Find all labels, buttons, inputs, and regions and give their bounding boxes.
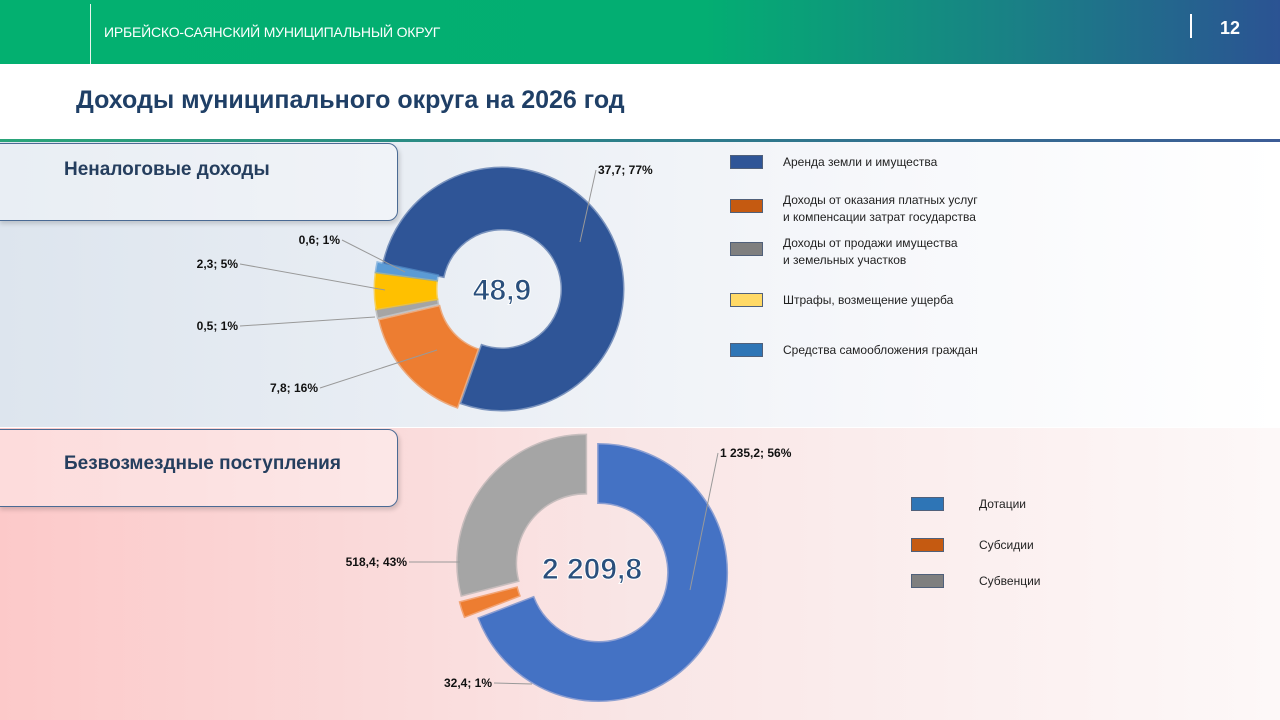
leader-line [319, 349, 438, 389]
leader-line [579, 169, 597, 243]
donut-slice [477, 443, 729, 702]
org-name: ИРБЕЙСКО-САЯНСКИЙ МУНИЦИПАЛЬНЫЙ ОКРУГ [104, 24, 441, 40]
data-label: 37,7; 77% [598, 163, 653, 177]
center-total: 2 209,8 [542, 553, 642, 586]
center-total: 48,9 [473, 274, 531, 307]
legend-swatch [730, 155, 763, 169]
grants-title: Безвозмездные поступления [64, 453, 341, 474]
header-bar: ИРБЕЙСКО-САЯНСКИЙ МУНИЦИПАЛЬНЫЙ ОКРУГ 12 [0, 0, 1280, 64]
donut-slice [456, 433, 588, 597]
legend-swatch [911, 497, 944, 511]
page-title: Доходы муниципального округа на 2026 год [76, 86, 625, 114]
nontax-title-box [0, 143, 398, 221]
legend-label: Дотации [979, 497, 1026, 511]
leader-line [689, 452, 719, 591]
donut-slice [374, 261, 440, 282]
legend-swatch [730, 343, 763, 357]
legend-label: Аренда земли и имущества [783, 155, 938, 169]
legend-swatch [730, 242, 763, 256]
nontax-title: Неналоговые доходы [64, 159, 270, 180]
legend-label: Субсидии [979, 538, 1034, 552]
leader-line [341, 239, 406, 273]
data-label: 0,5; 1% [197, 319, 239, 333]
donut-slice [377, 304, 480, 409]
leader-line [493, 682, 533, 685]
donut-slice [381, 166, 625, 412]
data-label: 2,3; 5% [197, 257, 239, 271]
donut-slice [458, 586, 521, 619]
leader-line [239, 263, 386, 291]
data-label: 7,8; 16% [270, 381, 318, 395]
header-divider [90, 4, 91, 64]
legend-label: Штрафы, возмещение ущерба [783, 293, 954, 307]
page-number: 12 [1220, 18, 1241, 38]
legend-label: Доходы от оказания платных услуг и компен… [783, 193, 978, 224]
legend-label: Доходы от продажи имущества и земельных у… [783, 236, 958, 267]
legend-label: Средства самообложения граждан [783, 343, 978, 357]
legend-swatch [730, 293, 763, 307]
legend-swatch [911, 538, 944, 552]
data-label: 32,4; 1% [444, 676, 492, 690]
legend-label: Субвенции [979, 574, 1041, 588]
data-label: 1 235,2; 56% [720, 446, 792, 460]
legend-swatch [730, 199, 763, 213]
page-number-separator [1190, 14, 1192, 38]
data-label: 0,6; 1% [299, 233, 341, 247]
legend-swatch [911, 574, 944, 588]
leader-line [239, 316, 376, 327]
title-rule [0, 139, 1280, 142]
nontax-panel [0, 142, 1280, 427]
data-label: 518,4; 43% [346, 555, 408, 569]
grants-title-box [0, 429, 398, 507]
